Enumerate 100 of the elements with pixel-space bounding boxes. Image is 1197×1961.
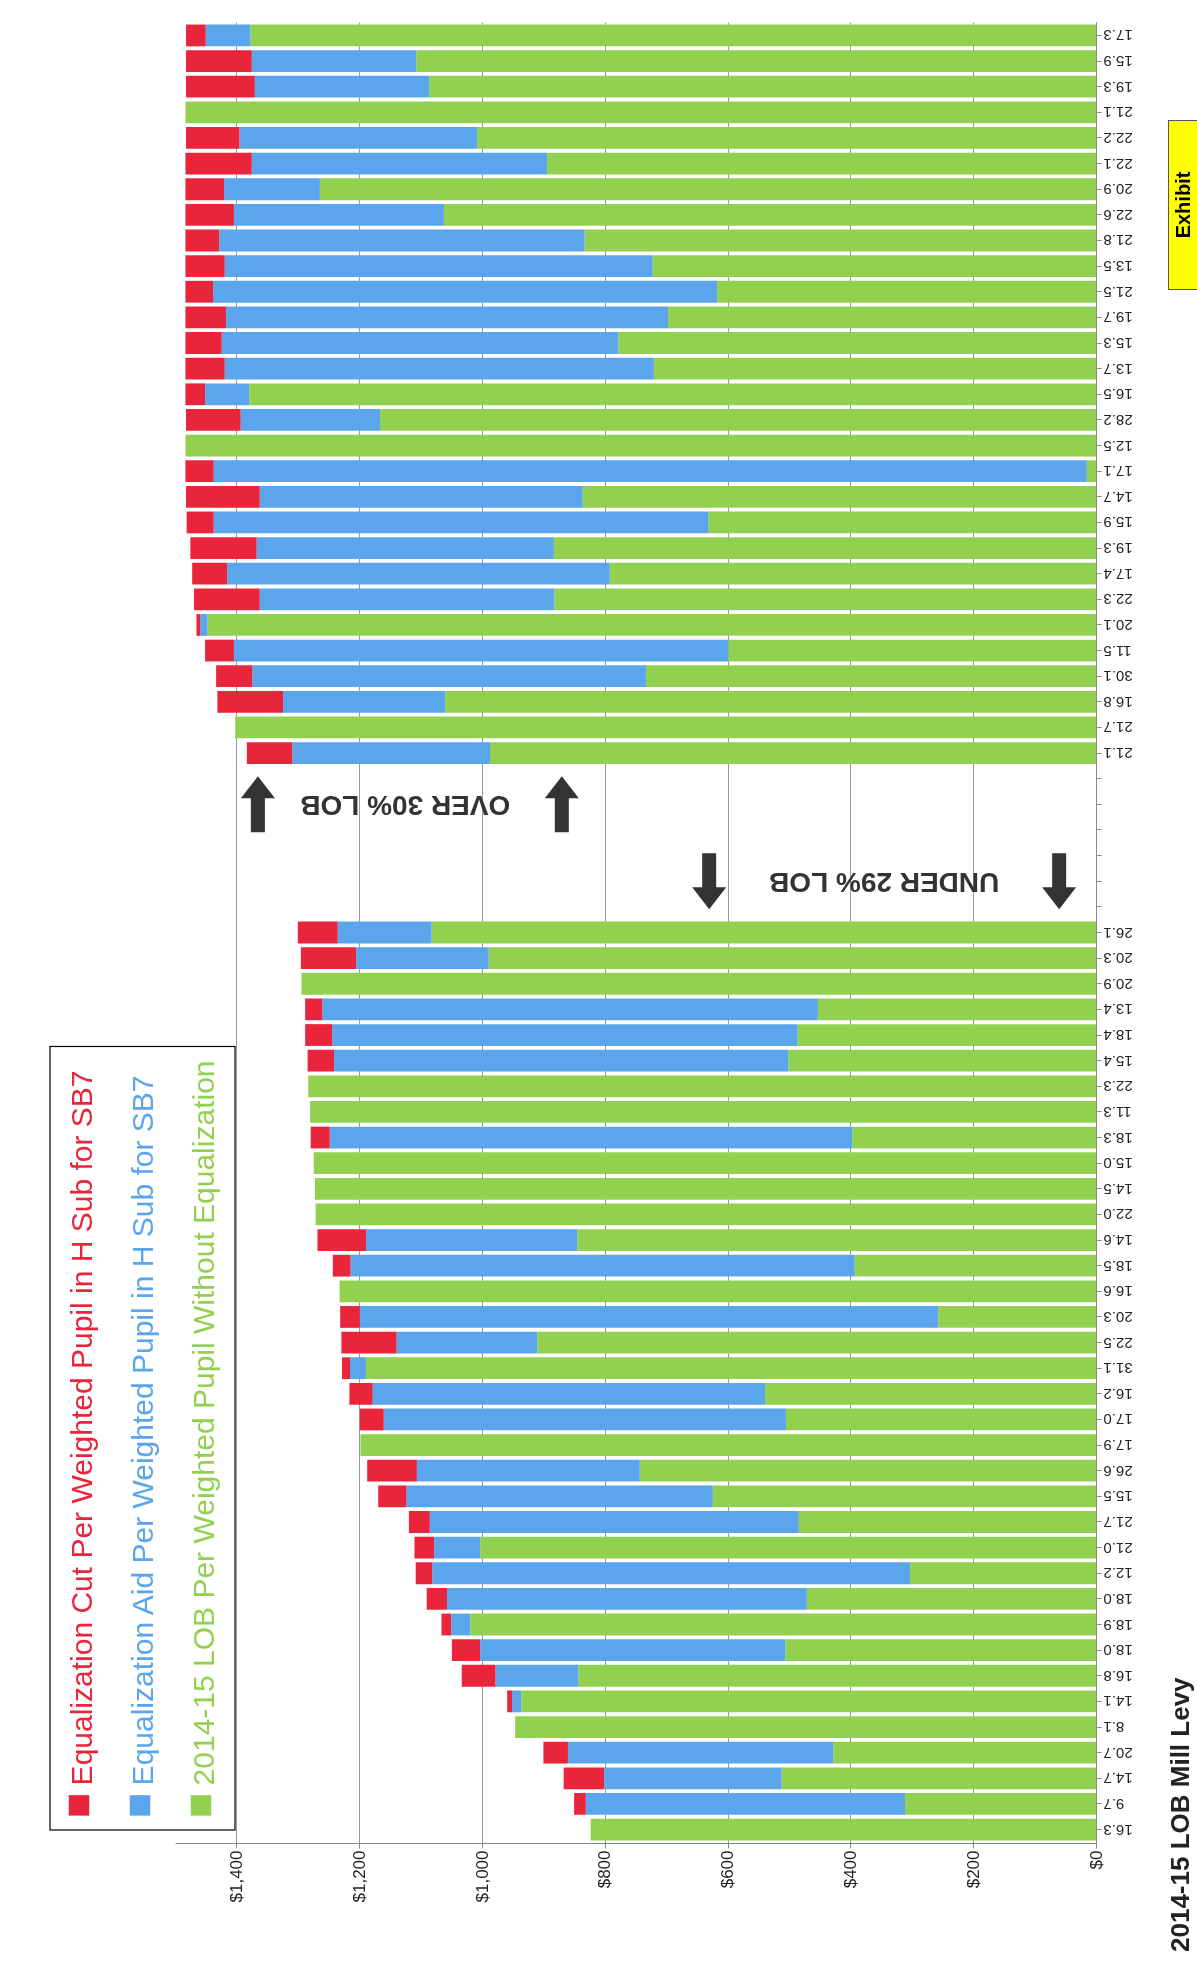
text: Exhibit: [1168, 120, 1197, 290]
bar: [582, 485, 1096, 508]
bar: [507, 1690, 513, 1713]
bar: [441, 1613, 452, 1636]
bar: [342, 1357, 350, 1380]
y-tick-label: 17.9: [1103, 1437, 1133, 1455]
x-tick-label: $200: [963, 1850, 983, 1889]
bar: [590, 1818, 1096, 1841]
bar: [185, 152, 252, 175]
bar: [416, 50, 1096, 72]
bar: [259, 588, 555, 611]
bar: [604, 1767, 782, 1790]
bar: [251, 152, 548, 175]
y-tick-label: 14.7: [1103, 1770, 1133, 1788]
y-tick-label: 22.6: [1103, 206, 1133, 224]
bar: [192, 562, 228, 585]
y-tick-label: 17.4: [1103, 565, 1133, 583]
bar: [470, 1613, 1096, 1636]
bar: [477, 127, 1096, 149]
y-tick-label: 20.7: [1103, 1744, 1133, 1762]
bar: [426, 1587, 447, 1610]
bar: [451, 1613, 471, 1636]
x-tick-label: $1,400: [226, 1850, 246, 1903]
y-tick-label: 20.3: [1103, 950, 1133, 968]
bar: [259, 485, 583, 508]
bar: [480, 1639, 786, 1662]
bar: [360, 1434, 1096, 1456]
bar: [252, 665, 646, 688]
bar: [213, 460, 1087, 483]
y-tick-label: 22.3: [1103, 591, 1133, 609]
bar: [185, 357, 225, 380]
bar: [200, 614, 208, 636]
bar: [488, 947, 1096, 970]
bar: [254, 75, 430, 98]
y-tick-label: 22.2: [1103, 129, 1133, 147]
bar: [577, 1229, 1096, 1251]
y-tick-label: 21.1: [1103, 745, 1133, 763]
y-tick-label: 19.7: [1103, 309, 1133, 327]
bar: [852, 1126, 1096, 1149]
y-tick-label: 12.2: [1103, 1565, 1133, 1583]
bar: [445, 690, 1096, 713]
bar: [367, 1459, 417, 1482]
x-tick-label: $800: [595, 1850, 615, 1889]
y-tick-label: 16.8: [1103, 693, 1133, 711]
y-tick-label: 26.1: [1103, 924, 1133, 942]
y-tick-label: 19.3: [1103, 540, 1133, 558]
y-tick-label: 30.1: [1103, 668, 1133, 686]
bar: [652, 255, 1096, 278]
bar: [185, 255, 225, 278]
bar: [283, 690, 446, 713]
bar: [512, 1690, 522, 1713]
bar: [708, 511, 1096, 534]
bar: [645, 665, 1096, 688]
bar: [728, 639, 1096, 662]
bar: [415, 1562, 433, 1585]
y-tick-label: 21.1: [1103, 104, 1133, 122]
bar: [340, 1306, 360, 1328]
y-tick-label: 20.1: [1103, 616, 1133, 634]
y-tick-label: 16.8: [1103, 1667, 1133, 1685]
bar: [239, 127, 478, 149]
bar: [378, 1485, 407, 1508]
bar: [938, 1306, 1096, 1328]
bar: [806, 1587, 1096, 1610]
bar: [365, 1357, 1096, 1380]
y-tick-label: 21.0: [1103, 1539, 1133, 1557]
bar: [909, 1562, 1096, 1585]
bar: [515, 1716, 1096, 1738]
bar: [781, 1767, 1096, 1790]
bar: [408, 1511, 430, 1533]
bar: [317, 1229, 366, 1251]
bar: [186, 485, 260, 508]
bar: [250, 24, 1096, 47]
y-tick-label: 13.7: [1103, 360, 1133, 378]
bar: [227, 562, 610, 585]
bar: [553, 537, 1096, 559]
y-tick-label: 21.5: [1103, 283, 1133, 301]
bar: [567, 1741, 834, 1764]
bar: [1086, 460, 1096, 483]
bar: [349, 1357, 366, 1380]
bar: [307, 1049, 335, 1072]
bar: [521, 1690, 1096, 1713]
bar: [554, 588, 1096, 611]
bar: [216, 665, 253, 688]
bar: [443, 203, 1096, 226]
y-tick-label: 11.5: [1103, 642, 1132, 660]
y-tick-label: 18.5: [1103, 1257, 1133, 1275]
bar: [300, 947, 357, 970]
bar: [406, 1485, 713, 1508]
bar: [341, 1331, 397, 1354]
y-tick-label: 22.3: [1103, 1078, 1133, 1096]
bar: [349, 1382, 373, 1405]
bar: [668, 306, 1096, 329]
y-tick-label: 18.4: [1103, 1027, 1133, 1045]
bar: [432, 1562, 910, 1585]
bar: [322, 998, 818, 1021]
bar: [186, 409, 241, 431]
y-tick-label: 21.8: [1103, 232, 1133, 250]
y-tick-label: 18.3: [1103, 1129, 1133, 1147]
annotation: OVER 30% LOB: [300, 790, 511, 822]
bar: [798, 1511, 1096, 1533]
